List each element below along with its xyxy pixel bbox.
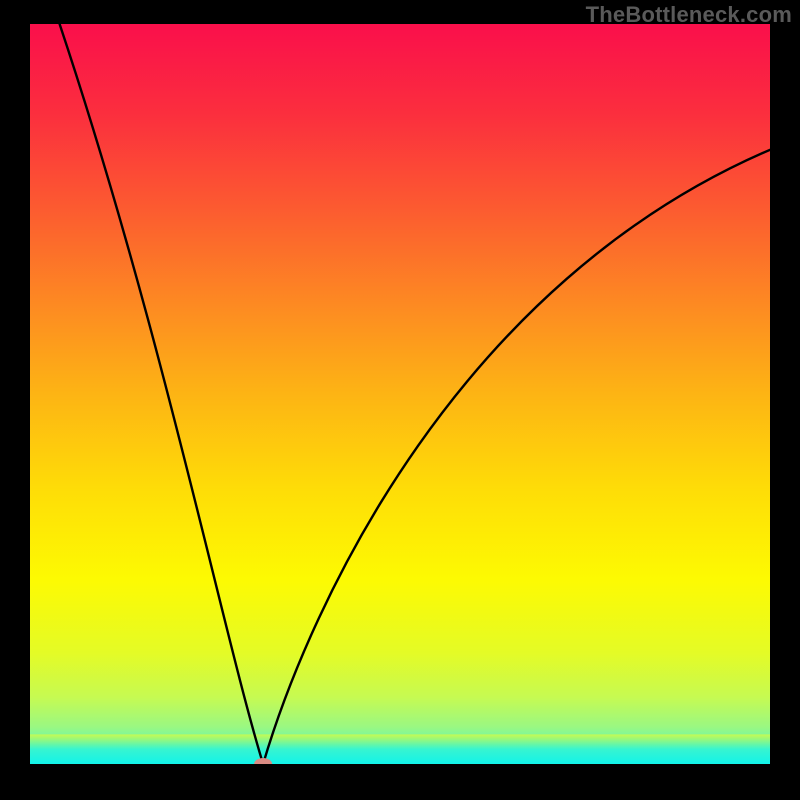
chart-plot-area [30,24,770,764]
chart-svg [30,24,770,764]
chart-container: TheBottleneck.com [0,0,800,800]
gradient-background [30,24,770,764]
bottom-band [30,734,770,764]
